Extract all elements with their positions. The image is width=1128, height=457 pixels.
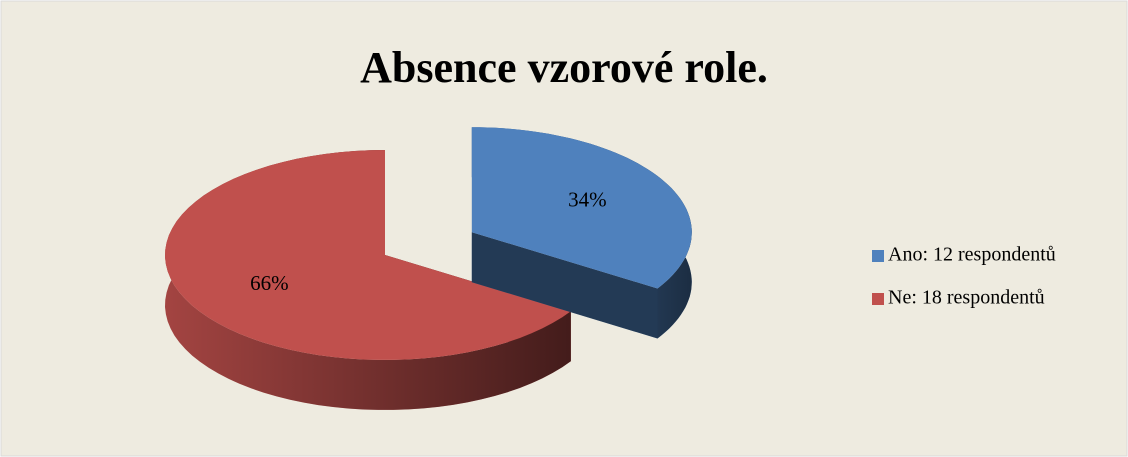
slice [165,150,571,360]
chart-title: Absence vzorové role. [360,43,768,92]
slice-wall-shade [471,232,658,339]
legend-label: Ne: 18 respondentů [888,287,1045,309]
data-label: 34% [568,188,607,212]
data-label: 66% [250,271,289,295]
legend-swatch [872,250,884,262]
legend-swatch [872,293,884,305]
legend-label: Ano: 12 respondentů [888,244,1056,266]
slice [471,127,692,289]
